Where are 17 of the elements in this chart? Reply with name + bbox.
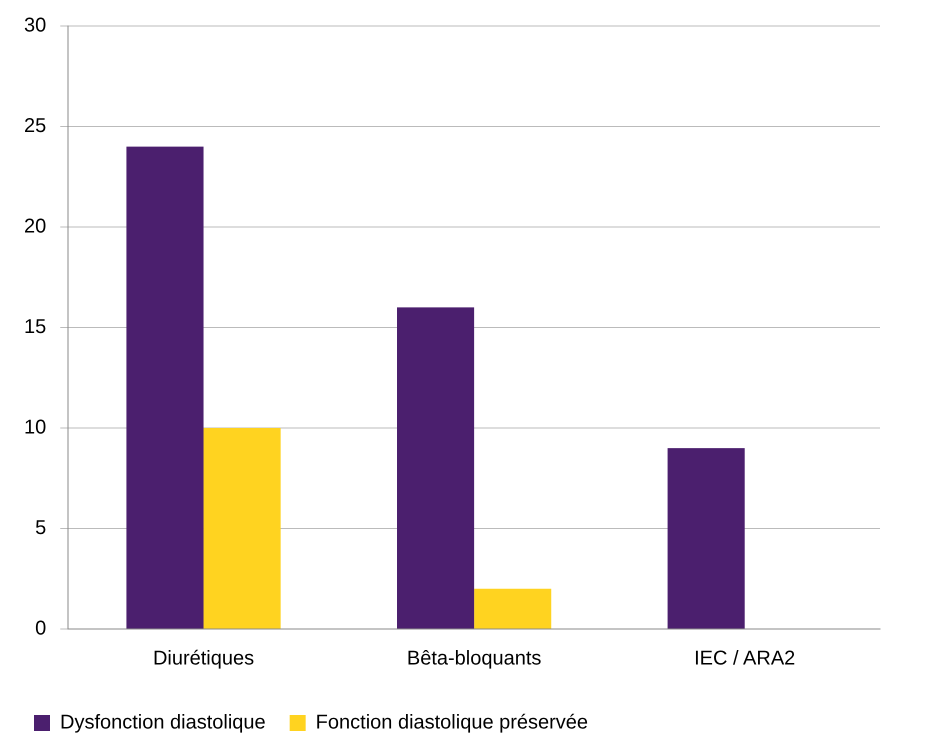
legend-label: Fonction diastolique préservée: [316, 712, 588, 734]
x-tick-label: IEC / ARA2: [694, 648, 796, 670]
y-tick-label: 20: [24, 216, 46, 238]
legend-label: Dysfonction diastolique: [60, 712, 266, 734]
y-tick-label: 15: [24, 316, 46, 338]
y-tick-label: 10: [24, 416, 46, 439]
bar: [204, 428, 281, 628]
bar: [474, 588, 552, 628]
x-tick-label: Bêta-bloquants: [406, 648, 542, 670]
bar: [397, 307, 474, 628]
y-tick-label: 0: [35, 618, 46, 640]
y-tick-label: 5: [35, 517, 46, 540]
x-tick-label: Diurétiques: [152, 648, 254, 670]
y-tick-label: 25: [24, 115, 46, 138]
bar: [668, 448, 745, 628]
bar: [126, 146, 204, 628]
y-tick-label: 30: [24, 14, 46, 37]
